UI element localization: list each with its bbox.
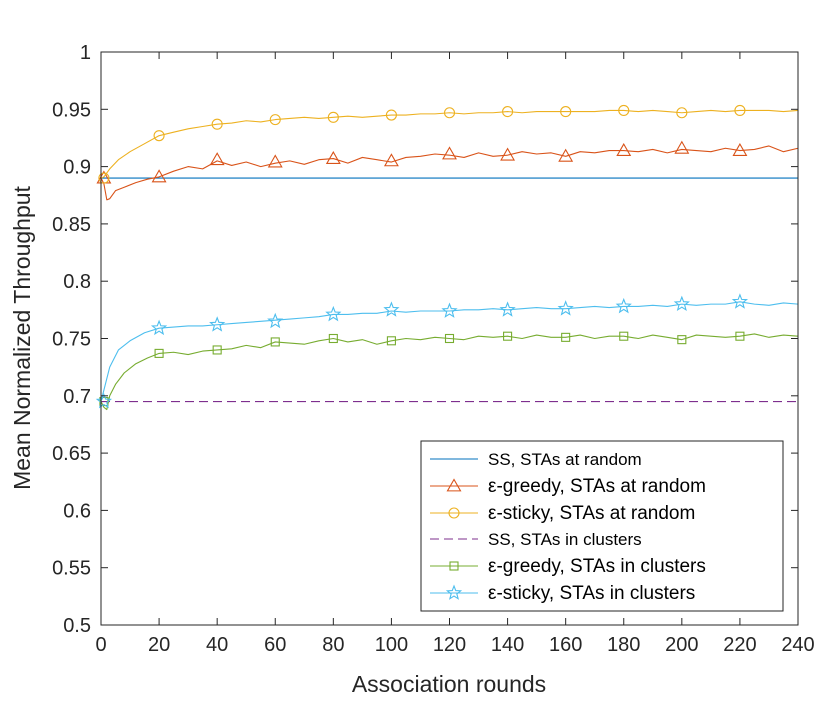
series-6 — [95, 293, 799, 409]
y-tick-label: 0.5 — [63, 615, 91, 637]
y-tick-label: 1 — [80, 42, 91, 64]
x-tick-label: 140 — [491, 634, 524, 656]
x-tick-label: 220 — [723, 634, 756, 656]
legend-marker — [446, 478, 462, 492]
data-point — [383, 301, 400, 317]
legend-label: ε-sticky, STAs in clusters — [488, 583, 695, 604]
data-point — [503, 331, 513, 341]
data-point — [98, 172, 110, 184]
data-point — [674, 140, 690, 154]
data-point — [615, 297, 632, 314]
x-tick-label: 20 — [148, 634, 170, 656]
x-tick-label: 180 — [607, 634, 640, 656]
data-point — [673, 295, 690, 312]
data-point — [212, 345, 222, 355]
x-tick-label: 60 — [264, 634, 286, 656]
data-point — [677, 335, 687, 345]
x-axis-label: Association rounds — [352, 671, 546, 697]
data-point — [153, 130, 165, 142]
data-point — [500, 147, 516, 161]
data-point — [735, 331, 745, 341]
x-tick-label: 80 — [322, 634, 344, 656]
data-point — [616, 142, 632, 156]
series-2 — [96, 140, 799, 201]
data-point — [732, 142, 748, 156]
data-point — [270, 337, 280, 347]
data-point — [385, 109, 397, 121]
data-point — [561, 332, 571, 342]
data-point — [267, 154, 283, 168]
legend-label: ε-greedy, STAs at random — [488, 476, 706, 497]
x-tick-label: 160 — [549, 634, 582, 656]
y-tick-label: 0.7 — [63, 386, 91, 408]
y-tick-label: 0.65 — [52, 443, 91, 465]
data-point — [150, 319, 168, 336]
data-point — [734, 104, 746, 116]
data-point — [95, 393, 113, 409]
data-point — [328, 333, 338, 344]
data-point — [151, 169, 167, 183]
legend-label: SS, STAs at random — [488, 450, 642, 469]
axes-layer: 0 20 40 60 80 100 120 140 160 180 200 220 240 0.5 0.55… — [52, 42, 815, 656]
data-point — [557, 300, 574, 316]
y-tick-label: 0.8 — [63, 271, 91, 293]
data-point — [269, 114, 281, 126]
series-line — [100, 301, 799, 402]
y-tick-label: 0.6 — [63, 500, 91, 522]
x-tick-label: 0 — [95, 634, 106, 656]
data-point — [325, 150, 341, 165]
series-3 — [98, 104, 799, 184]
data-point — [442, 146, 457, 160]
legend-box — [420, 440, 784, 612]
data-point — [211, 118, 223, 130]
data-point — [731, 293, 749, 309]
legend-label: ε-sticky, STAs at random — [488, 503, 695, 524]
data-point — [502, 106, 514, 118]
data-point — [619, 331, 629, 341]
legend: SS, STAs at random ε-greedy, STAs at rand… — [420, 440, 784, 612]
series-line — [100, 333, 799, 411]
data-point — [209, 316, 226, 332]
y-tick-label: 0.75 — [52, 329, 91, 351]
y-tick-label: 0.95 — [52, 99, 91, 121]
legend-marker — [445, 584, 463, 600]
data-point — [499, 301, 516, 317]
series-layer — [95, 104, 799, 411]
x-tick-label: 240 — [781, 634, 814, 656]
y-tick-label: 0.55 — [52, 558, 91, 580]
data-point — [386, 336, 396, 346]
plot-frame — [100, 51, 799, 626]
legend-label: SS, STAs in clusters — [488, 530, 642, 549]
data-point — [383, 153, 399, 167]
x-tick-label: 100 — [375, 634, 408, 656]
data-point — [325, 305, 342, 322]
series-line — [100, 145, 799, 201]
legend-label: ε-greedy, STAs in clusters — [488, 556, 706, 577]
y-tick-label: 0.85 — [52, 214, 91, 236]
data-point — [267, 312, 284, 329]
data-point — [209, 152, 225, 166]
data-point — [558, 148, 574, 162]
data-point — [441, 302, 458, 318]
y-axis-label: Mean Normalized Throughput — [9, 185, 35, 489]
data-point — [676, 107, 688, 119]
data-point — [444, 333, 455, 344]
data-point — [560, 106, 572, 118]
x-tick-label: 200 — [665, 634, 698, 656]
data-point — [327, 111, 339, 123]
data-point — [618, 104, 630, 116]
x-tick-label: 40 — [206, 634, 228, 656]
x-tick-label: 120 — [433, 634, 466, 656]
y-tick-label: 0.9 — [63, 157, 91, 179]
legend-marker — [448, 507, 460, 519]
legend-marker — [449, 561, 459, 571]
data-point — [443, 107, 456, 119]
data-point — [154, 348, 164, 358]
